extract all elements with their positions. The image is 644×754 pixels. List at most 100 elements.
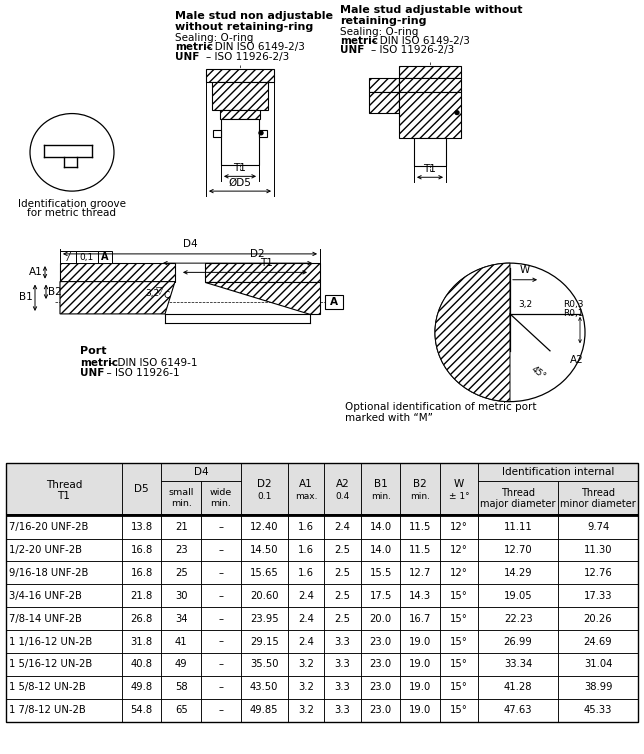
Text: W: W	[520, 265, 530, 275]
Bar	[401, 516, 440, 538]
Bar	[361, 653, 401, 676]
Text: 23.0: 23.0	[370, 705, 392, 716]
Text: 12°: 12°	[450, 545, 468, 555]
Bar	[288, 699, 325, 722]
Bar	[361, 463, 401, 516]
Text: 15°: 15°	[450, 682, 468, 692]
Bar	[162, 584, 201, 607]
Bar	[288, 538, 325, 562]
Bar	[325, 699, 361, 722]
Text: min.: min.	[371, 492, 391, 501]
Bar	[361, 630, 401, 653]
Text: – DIN ISO 6149-1: – DIN ISO 6149-1	[109, 358, 198, 368]
Bar	[162, 653, 201, 676]
Text: without retaining-ring: without retaining-ring	[175, 22, 313, 32]
Bar	[558, 607, 638, 630]
Bar	[401, 699, 440, 722]
Text: marked with “M”: marked with “M”	[345, 412, 433, 423]
Text: T1: T1	[57, 491, 70, 501]
Bar	[240, 699, 288, 722]
Bar	[240, 676, 288, 699]
Bar	[288, 630, 325, 653]
Text: 45°: 45°	[529, 365, 547, 382]
Bar	[122, 516, 162, 538]
Text: 43.50: 43.50	[250, 682, 278, 692]
Text: 3.3: 3.3	[335, 660, 350, 670]
Bar	[288, 538, 325, 562]
Bar	[361, 676, 401, 699]
Bar	[478, 516, 558, 538]
Bar	[361, 630, 401, 653]
Text: –: –	[218, 660, 223, 670]
Text: 54.8: 54.8	[131, 705, 153, 716]
Text: 15°: 15°	[450, 660, 468, 670]
Bar	[201, 562, 240, 584]
Bar	[162, 538, 201, 562]
Text: 31.8: 31.8	[131, 636, 153, 647]
Bar	[414, 139, 446, 166]
Bar	[401, 562, 440, 584]
Text: – DIN ISO 6149-2/3: – DIN ISO 6149-2/3	[203, 42, 305, 53]
Text: 3.2: 3.2	[298, 660, 314, 670]
Bar	[162, 607, 201, 630]
Text: 23.0: 23.0	[370, 660, 392, 670]
Bar	[478, 463, 638, 481]
Text: 15.5: 15.5	[370, 568, 392, 578]
Text: A1: A1	[299, 479, 313, 489]
Bar	[122, 538, 162, 562]
Text: Optional identification of metric port: Optional identification of metric port	[345, 402, 536, 412]
Text: 30: 30	[175, 591, 187, 601]
Bar	[401, 630, 440, 653]
Bar	[399, 78, 461, 92]
Bar	[6, 463, 122, 516]
Bar	[325, 538, 361, 562]
Text: 15°: 15°	[450, 614, 468, 624]
Text: 20.0: 20.0	[370, 614, 392, 624]
Bar	[361, 516, 401, 538]
Bar	[440, 653, 478, 676]
Text: 2.5: 2.5	[335, 614, 350, 624]
Bar	[288, 584, 325, 607]
Text: metric: metric	[80, 358, 118, 368]
Bar	[361, 562, 401, 584]
Bar	[240, 584, 288, 607]
Bar	[325, 676, 361, 699]
Bar	[558, 584, 638, 607]
Bar	[6, 538, 122, 562]
Text: 47.63: 47.63	[504, 705, 533, 716]
Bar	[558, 630, 638, 653]
Bar	[162, 463, 240, 481]
Bar	[122, 584, 162, 607]
Bar	[361, 584, 401, 607]
Text: 23.0: 23.0	[370, 636, 392, 647]
Bar	[558, 584, 638, 607]
Text: –: –	[218, 545, 223, 555]
Bar	[201, 676, 240, 699]
Bar	[288, 653, 325, 676]
Text: 0.1: 0.1	[257, 492, 271, 501]
Text: – ISO 11926-1: – ISO 11926-1	[100, 369, 180, 379]
Text: 21.8: 21.8	[131, 591, 153, 601]
Text: –: –	[218, 614, 223, 624]
Bar	[201, 516, 240, 538]
Bar	[478, 538, 558, 562]
Bar	[98, 251, 112, 263]
Text: –: –	[218, 591, 223, 601]
Text: 24.69: 24.69	[583, 636, 612, 647]
Bar	[558, 653, 638, 676]
Text: A: A	[330, 297, 338, 307]
Text: –: –	[218, 682, 223, 692]
Text: 29.15: 29.15	[250, 636, 278, 647]
Text: 14.50: 14.50	[250, 545, 278, 555]
Bar	[288, 607, 325, 630]
Text: T1: T1	[234, 163, 247, 173]
Text: 2.4: 2.4	[298, 614, 314, 624]
Text: 34: 34	[175, 614, 187, 624]
Text: 19.0: 19.0	[409, 636, 431, 647]
Bar	[122, 463, 162, 516]
Bar	[325, 630, 361, 653]
Bar	[325, 463, 361, 516]
Bar	[558, 630, 638, 653]
Bar	[558, 607, 638, 630]
Bar	[122, 699, 162, 722]
